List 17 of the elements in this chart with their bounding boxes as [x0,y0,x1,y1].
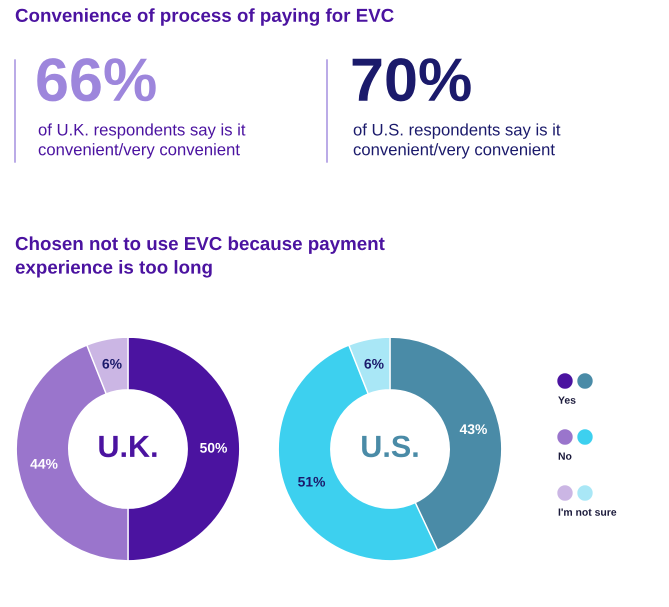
text: of U.S. respondents say is it convenient/very convenient [354,123,560,159]
text: Convenience of process of paying for EVC [16,8,394,26]
chart-title: Chosen not to use EVC because payment experience is too long [16,236,385,278]
text: 70% [352,58,471,102]
text: 66% [37,58,156,102]
data-label: 43% [460,424,487,434]
data-label: 6% [364,358,384,369]
legend-label: No [558,452,572,460]
text: of U.K. respondents say is it convenient/very convenient [38,123,246,159]
legend-label: I'm not sure [558,508,616,516]
data-label: 44% [30,458,58,469]
data-label: 50% [200,442,228,453]
data-label: 6% [102,358,122,369]
text: U.K. [99,436,156,458]
text: U.S. [362,436,418,458]
legend-label: Yes [558,396,576,404]
data-label: 51% [298,476,326,487]
